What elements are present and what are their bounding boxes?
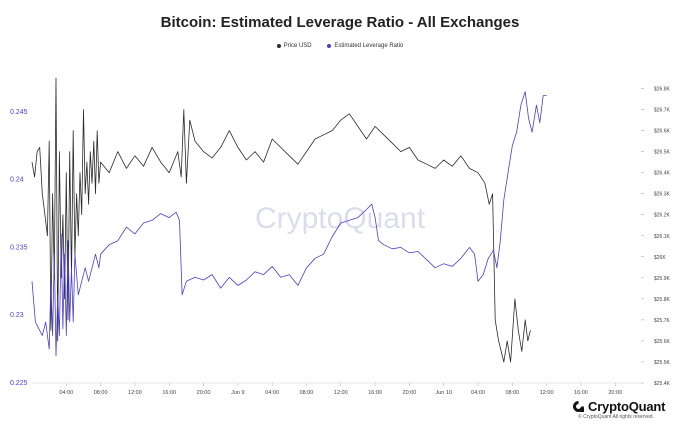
y-right-tick-label: $25.4K	[654, 381, 671, 387]
legend-item-leverage[interactable]: Estimated Leverage Ratio	[327, 43, 403, 49]
y-right-tick-label: $25.8K	[654, 297, 671, 303]
legend-price-label: Price USD	[283, 43, 312, 49]
logo-text: CryptoQuant	[588, 399, 666, 414]
y-right-tick-label: $26.1K	[654, 234, 671, 240]
leverage-series-line	[31, 91, 547, 357]
x-tick-label: Jun 10	[435, 390, 452, 396]
y-right-tick-label: $25.7K	[654, 318, 671, 324]
x-tick-label: 08:00	[300, 390, 314, 396]
y-right-tick-label: $26.2K	[654, 213, 671, 219]
y-right-tick-label: $25.9K	[654, 276, 671, 282]
y-left-tick-label: 0.245	[10, 109, 28, 116]
x-tick-label: 04:00	[265, 390, 279, 396]
watermark: CryptoQuant	[255, 202, 426, 235]
y-right-tick-label: $26.5K	[654, 150, 671, 156]
x-tick-label: 04:00	[471, 390, 485, 396]
y-right-tick-label: $25.5K	[654, 360, 671, 366]
legend-item-price[interactable]: Price USD	[276, 43, 312, 49]
y-right-tick-label: $26.7K	[654, 108, 671, 114]
y-right-tick-label: $25.6K	[654, 339, 671, 345]
x-tick-label: 20:00	[608, 390, 622, 396]
y-left-tick-label: 0.235	[10, 244, 28, 251]
y-right-tick-label: $26.6K	[654, 129, 671, 135]
y-right-tick-label: $26.3K	[654, 192, 671, 198]
y-right-tick-label: $26K	[654, 255, 666, 261]
x-tick-label: 12:00	[334, 390, 348, 396]
x-tick-label: 16:00	[368, 390, 382, 396]
legend-leverage-label: Estimated Leverage Ratio	[334, 43, 404, 49]
x-tick-label: 04:00	[59, 390, 73, 396]
x-tick-label: 20:00	[197, 390, 211, 396]
x-tick-label: Jun 9	[231, 390, 244, 396]
y-left-tick-label: 0.24	[10, 177, 24, 184]
cryptoquant-logo: CryptoQuant	[572, 399, 665, 414]
x-tick-label: 08:00	[505, 390, 519, 396]
x-tick-label: 16:00	[574, 390, 588, 396]
x-tick-label: 08:00	[94, 390, 108, 396]
x-tick-label: 16:00	[162, 390, 176, 396]
chart-title: Bitcoin: Estimated Leverage Ratio - All …	[160, 14, 520, 31]
x-tick-label: 12:00	[540, 390, 554, 396]
y-left-tick-label: 0.225	[10, 380, 28, 387]
legend-leverage-marker	[327, 44, 332, 48]
price-series-line	[31, 77, 531, 363]
y-left-tick-label: 0.23	[10, 312, 24, 319]
y-right-tick-label: $26.4K	[654, 171, 671, 177]
x-tick-label: 20:00	[403, 390, 417, 396]
x-tick-label: 12:00	[128, 390, 142, 396]
y-right-tick-label: $26.8K	[654, 87, 671, 93]
cryptoquant-logo-icon	[573, 401, 584, 412]
legend: Price USD Estimated Leverage Ratio	[0, 43, 680, 50]
legend-price-marker	[276, 44, 281, 48]
copyright-text: © CryptoQuant All rights reserved.	[578, 414, 654, 420]
